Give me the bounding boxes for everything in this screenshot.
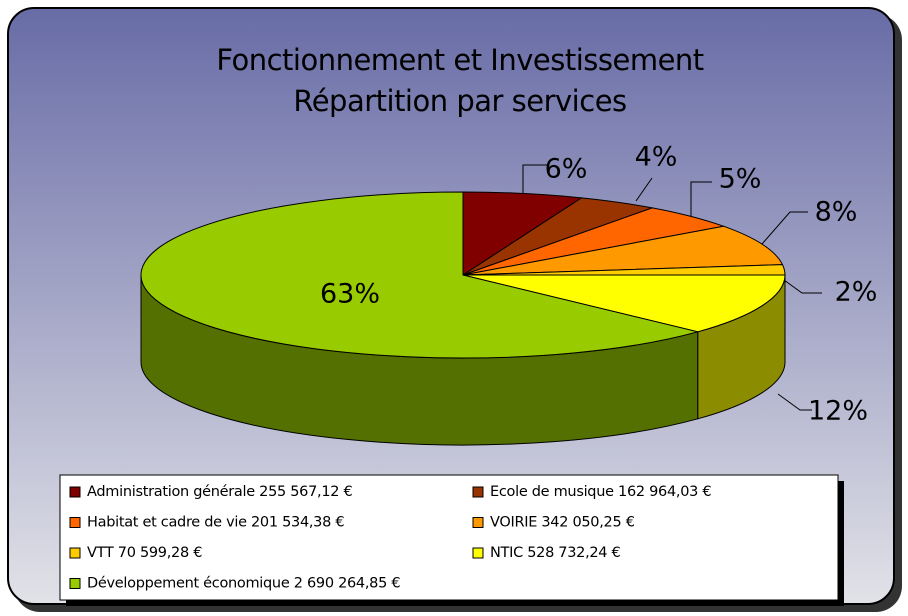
legend-label: Ecole de musique 162 964,03 € <box>490 484 711 500</box>
leader-line <box>635 177 653 202</box>
leader-line <box>690 181 712 216</box>
chart-subtitle: Répartition par services <box>293 84 626 118</box>
legend-label: NTIC 528 732,24 € <box>490 545 621 561</box>
data-label: 5% <box>719 164 762 195</box>
legend-swatch <box>472 547 484 559</box>
legend-swatch <box>472 486 484 498</box>
data-label: 63% <box>320 279 380 310</box>
slice <box>140 191 698 359</box>
legend-label: Développement économique 2 690 264,85 € <box>87 576 400 592</box>
legend-swatch <box>69 486 81 498</box>
data-label: 8% <box>815 197 858 228</box>
legend-label: VTT 70 599,28 € <box>87 545 202 561</box>
legend-label: VOIRIE 342 050,25 € <box>490 515 635 531</box>
leader-line <box>761 211 808 245</box>
legend <box>59 474 839 601</box>
leader-line <box>783 279 822 294</box>
legend-swatch <box>69 578 81 589</box>
legend-swatch <box>69 517 81 528</box>
legend-label: Administration générale 255 567,12 € <box>87 484 352 500</box>
legend-swatch <box>472 517 484 528</box>
slice <box>462 191 583 276</box>
legend-label: Habitat et cadre de vie 201 534,38 € <box>87 515 344 531</box>
data-label: 2% <box>835 277 878 308</box>
data-label: 12% <box>808 396 868 427</box>
leader-line <box>522 164 548 193</box>
data-label: 6% <box>545 154 588 185</box>
slice <box>462 225 784 276</box>
chart-title: Fonctionnement et Investissement <box>216 43 703 77</box>
leader-line <box>777 393 812 411</box>
legend-swatch <box>69 547 81 559</box>
data-label: 4% <box>635 142 678 173</box>
